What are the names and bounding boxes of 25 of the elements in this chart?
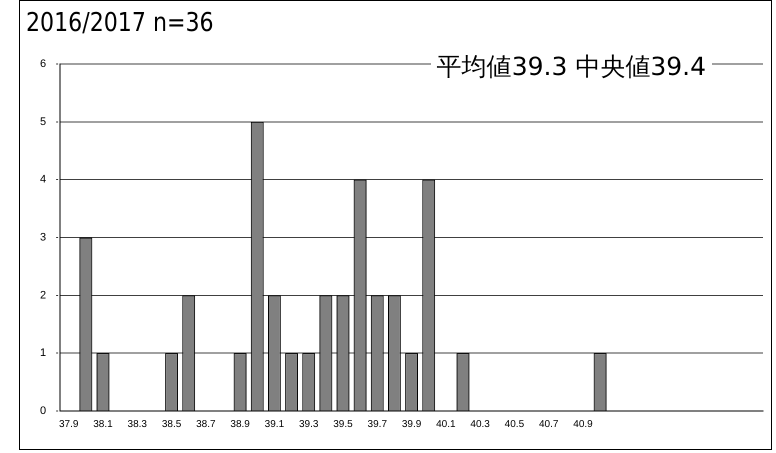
x-tick-label: 38.9	[230, 418, 250, 430]
y-tick-label: 2	[40, 289, 46, 302]
x-tick-label: 39.3	[298, 418, 319, 430]
y-tick-label: 6	[40, 58, 46, 70]
x-tick-label: 40.1	[436, 418, 456, 430]
x-tick-label: 40.5	[504, 418, 525, 430]
y-tick-label: 4	[40, 174, 46, 186]
x-tick-label: 38.5	[162, 418, 182, 430]
x-tick-label: 38.7	[196, 418, 216, 430]
x-tick-label: 38.1	[93, 418, 114, 430]
x-tick-label: 40.3	[470, 418, 490, 430]
x-tick-label: 39.7	[368, 418, 388, 430]
y-tick-label: 3	[40, 232, 46, 244]
x-tick-label: 39.1	[264, 418, 285, 430]
x-tick-label: 37.9	[58, 418, 79, 430]
x-tick-label: 39.9	[402, 418, 422, 430]
y-tick-label: 1	[40, 347, 46, 360]
x-tick-label: 38.3	[128, 418, 148, 430]
x-tick-label: 40.7	[538, 418, 559, 430]
annotation: 平均値39.3 中央値39.4	[430, 50, 712, 83]
y-tick-label: 5	[40, 116, 46, 128]
y-tick-label: 0	[40, 405, 46, 418]
x-tick-label: 40.9	[573, 418, 594, 430]
chart-title: 2016/2017 n=36	[26, 8, 214, 38]
x-tick-label: 39.5	[333, 418, 354, 430]
